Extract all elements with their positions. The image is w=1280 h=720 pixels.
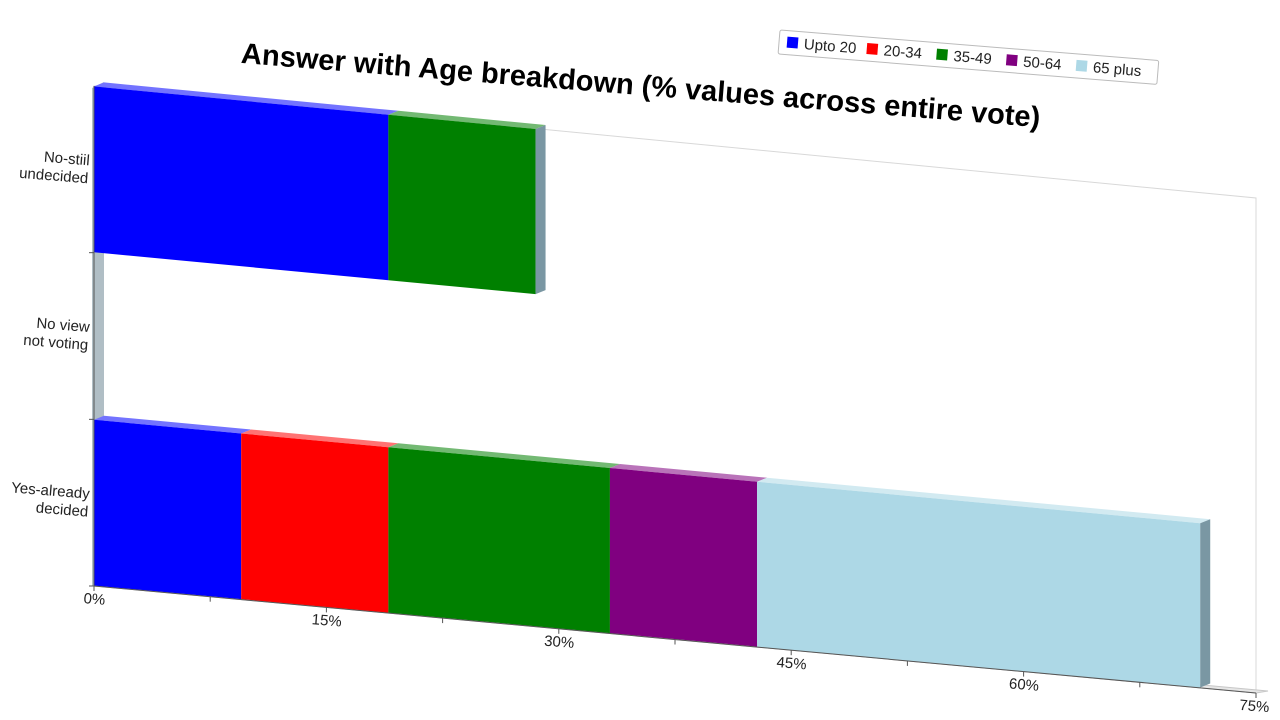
legend-label-4: 65 plus bbox=[1092, 59, 1142, 80]
category-label-0: No-stiilundecided bbox=[19, 147, 91, 187]
legend-label-1: 20-34 bbox=[883, 42, 923, 62]
bar-35-49-cat-0 bbox=[388, 114, 536, 295]
legend-label-2: 35-49 bbox=[953, 48, 993, 68]
legend-swatch-2 bbox=[936, 48, 948, 61]
bar-50-64-cat-2 bbox=[609, 467, 758, 647]
x-tick-label: 15% bbox=[311, 611, 342, 630]
legend-label-0: Upto 20 bbox=[803, 36, 857, 57]
x-tick-label: 60% bbox=[1008, 675, 1039, 694]
bar-top-50-64-2 bbox=[609, 463, 768, 482]
legend-swatch-4 bbox=[1075, 59, 1088, 72]
bar-end-cap-2 bbox=[1200, 519, 1211, 688]
x-tick-label: 30% bbox=[544, 633, 575, 652]
bar-top-35-49-2 bbox=[388, 443, 620, 468]
bar-top-upto-20-2 bbox=[94, 415, 252, 434]
legend-label-3: 50-64 bbox=[1023, 54, 1063, 74]
legend-swatch-3 bbox=[1005, 54, 1018, 67]
bar-20-34-cat-2 bbox=[241, 433, 389, 613]
bar-top-upto-20-0 bbox=[94, 82, 399, 115]
legend: Upto 20 20-34 35-49 50-64 65 plus bbox=[777, 29, 1160, 85]
legend-swatch-0 bbox=[786, 36, 799, 49]
x-tick-label: 0% bbox=[83, 590, 106, 609]
x-tick-label: 45% bbox=[776, 654, 807, 673]
category-label-2: Yes-alreadydecided bbox=[9, 479, 91, 520]
bar-upto-20-cat-0 bbox=[94, 86, 389, 281]
bar-top-20-34-2 bbox=[241, 429, 399, 448]
bar-65-plus-cat-2 bbox=[757, 481, 1201, 688]
legend-swatch-1 bbox=[866, 43, 879, 55]
bar-end-cap-0 bbox=[535, 124, 546, 295]
bar-top-65-plus-2 bbox=[757, 477, 1211, 524]
bar-35-49-cat-2 bbox=[388, 447, 610, 634]
bar-upto-20-cat-2 bbox=[94, 419, 242, 600]
x-tick-label: 75% bbox=[1239, 697, 1270, 716]
category-label-1: No viewnot voting bbox=[23, 314, 91, 354]
bar-top-35-49-0 bbox=[388, 110, 546, 129]
